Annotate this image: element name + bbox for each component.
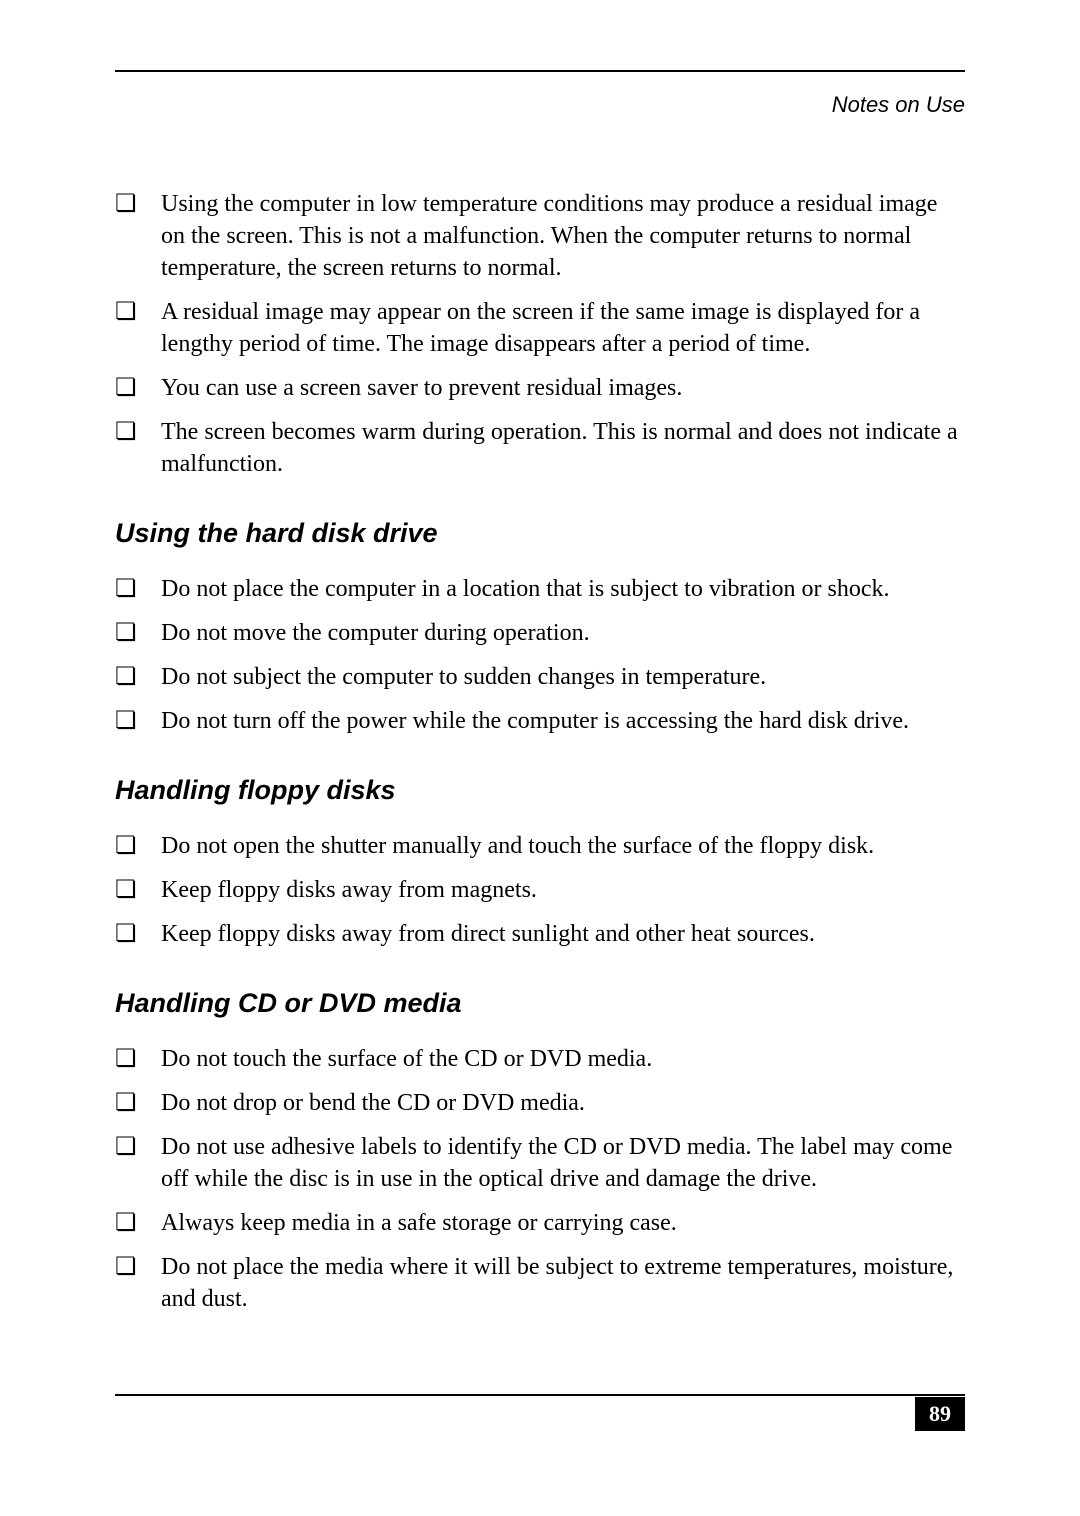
floppy-bullet-list: ❏ Do not open the shutter manually and t… bbox=[115, 830, 965, 950]
header-rule bbox=[115, 70, 965, 72]
list-item-text: Do not turn off the power while the comp… bbox=[161, 705, 909, 737]
list-item-text: Do not use adhesive labels to identify t… bbox=[161, 1131, 965, 1195]
list-item-text: Keep floppy disks away from magnets. bbox=[161, 874, 537, 906]
list-item: ❏ Do not place the computer in a locatio… bbox=[115, 573, 965, 605]
bullet-icon: ❏ bbox=[115, 1087, 135, 1119]
list-item: ❏ Keep floppy disks away from direct sun… bbox=[115, 918, 965, 950]
bullet-icon: ❏ bbox=[115, 830, 135, 862]
cddvd-bullet-list: ❏ Do not touch the surface of the CD or … bbox=[115, 1043, 965, 1315]
section-heading-hdd: Using the hard disk drive bbox=[115, 518, 965, 549]
page-number: 89 bbox=[915, 1397, 965, 1431]
page-header: Notes on Use bbox=[115, 92, 965, 118]
list-item-text: Keep floppy disks away from direct sunli… bbox=[161, 918, 815, 950]
list-item: ❏ The screen becomes warm during operati… bbox=[115, 416, 965, 480]
list-item-text: Do not place the media where it will be … bbox=[161, 1251, 965, 1315]
section-heading-floppy: Handling floppy disks bbox=[115, 775, 965, 806]
bullet-icon: ❏ bbox=[115, 188, 135, 220]
bullet-icon: ❏ bbox=[115, 705, 135, 737]
list-item-text: The screen becomes warm during operation… bbox=[161, 416, 965, 480]
bullet-icon: ❏ bbox=[115, 296, 135, 328]
list-item: ❏ Do not open the shutter manually and t… bbox=[115, 830, 965, 862]
bullet-icon: ❏ bbox=[115, 416, 135, 448]
list-item: ❏ Do not drop or bend the CD or DVD medi… bbox=[115, 1087, 965, 1119]
list-item-text: Do not place the computer in a location … bbox=[161, 573, 889, 605]
footer-rule bbox=[115, 1394, 965, 1396]
list-item-text: Always keep media in a safe storage or c… bbox=[161, 1207, 677, 1239]
list-item: ❏ Do not place the media where it will b… bbox=[115, 1251, 965, 1315]
bullet-icon: ❏ bbox=[115, 617, 135, 649]
list-item-text: Do not drop or bend the CD or DVD media. bbox=[161, 1087, 585, 1119]
section-heading-cddvd: Handling CD or DVD media bbox=[115, 988, 965, 1019]
list-item: ❏ Do not subject the computer to sudden … bbox=[115, 661, 965, 693]
list-item-text: Do not touch the surface of the CD or DV… bbox=[161, 1043, 652, 1075]
bullet-icon: ❏ bbox=[115, 661, 135, 693]
bullet-icon: ❏ bbox=[115, 874, 135, 906]
list-item-text: Do not open the shutter manually and tou… bbox=[161, 830, 874, 862]
list-item: ❏ Always keep media in a safe storage or… bbox=[115, 1207, 965, 1239]
bullet-icon: ❏ bbox=[115, 372, 135, 404]
list-item: ❏ Do not use adhesive labels to identify… bbox=[115, 1131, 965, 1195]
list-item: ❏ A residual image may appear on the scr… bbox=[115, 296, 965, 360]
list-item-text: You can use a screen saver to prevent re… bbox=[161, 372, 682, 404]
bullet-icon: ❏ bbox=[115, 1043, 135, 1075]
top-bullet-list: ❏ Using the computer in low temperature … bbox=[115, 188, 965, 480]
list-item: ❏ Do not move the computer during operat… bbox=[115, 617, 965, 649]
list-item: ❏ Using the computer in low temperature … bbox=[115, 188, 965, 284]
bullet-icon: ❏ bbox=[115, 1251, 135, 1283]
list-item-text: Do not move the computer during operatio… bbox=[161, 617, 590, 649]
list-item: ❏ Do not turn off the power while the co… bbox=[115, 705, 965, 737]
bullet-icon: ❏ bbox=[115, 1131, 135, 1163]
list-item-text: Do not subject the computer to sudden ch… bbox=[161, 661, 766, 693]
bullet-icon: ❏ bbox=[115, 1207, 135, 1239]
list-item-text: A residual image may appear on the scree… bbox=[161, 296, 965, 360]
list-item: ❏ Keep floppy disks away from magnets. bbox=[115, 874, 965, 906]
list-item-text: Using the computer in low temperature co… bbox=[161, 188, 965, 284]
list-item: ❏ Do not touch the surface of the CD or … bbox=[115, 1043, 965, 1075]
hdd-bullet-list: ❏ Do not place the computer in a locatio… bbox=[115, 573, 965, 737]
bullet-icon: ❏ bbox=[115, 918, 135, 950]
list-item: ❏ You can use a screen saver to prevent … bbox=[115, 372, 965, 404]
bullet-icon: ❏ bbox=[115, 573, 135, 605]
